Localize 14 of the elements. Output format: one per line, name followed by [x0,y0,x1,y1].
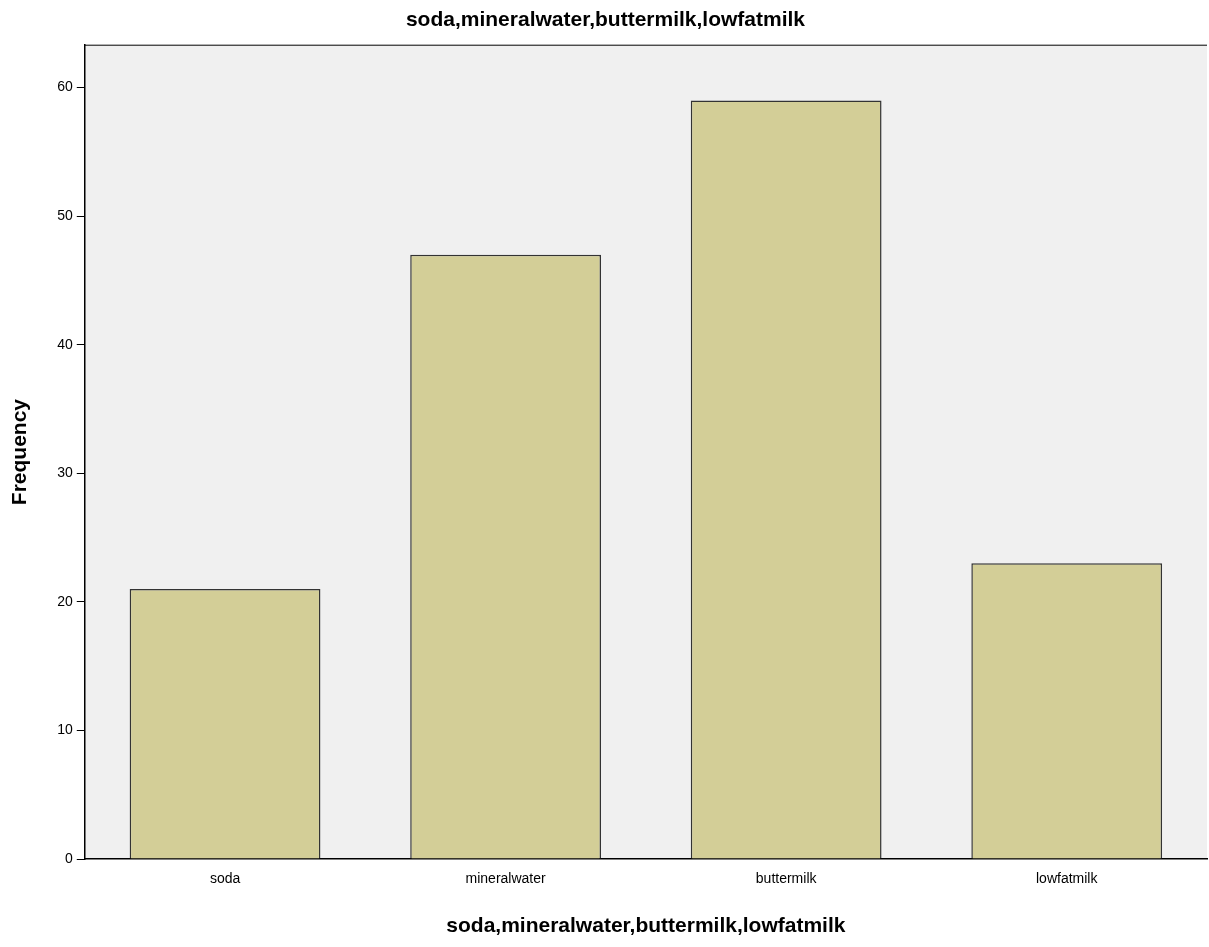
y-tick-label: 10 [57,721,73,738]
y-tick-label: 40 [57,335,73,352]
chart-title: soda,mineralwater,buttermilk,lowfatmilk [405,7,806,31]
y-tick-label: 60 [57,78,73,95]
y-tick-label: 50 [57,207,73,224]
y-axis-title: Frequency [7,398,31,506]
x-tick-label: soda [209,870,241,887]
x-tick-label: lowfatmilk [1035,870,1099,887]
x-tick-label: mineralwater [465,870,547,887]
y-tick-label: 20 [57,592,73,609]
x-tick-label: buttermilk [755,870,818,887]
x-axis-title: soda,mineralwater,buttermilk,lowfatmilk [446,913,846,937]
y-tick-label: 30 [57,464,73,481]
y-tick-label: 0 [64,849,73,866]
